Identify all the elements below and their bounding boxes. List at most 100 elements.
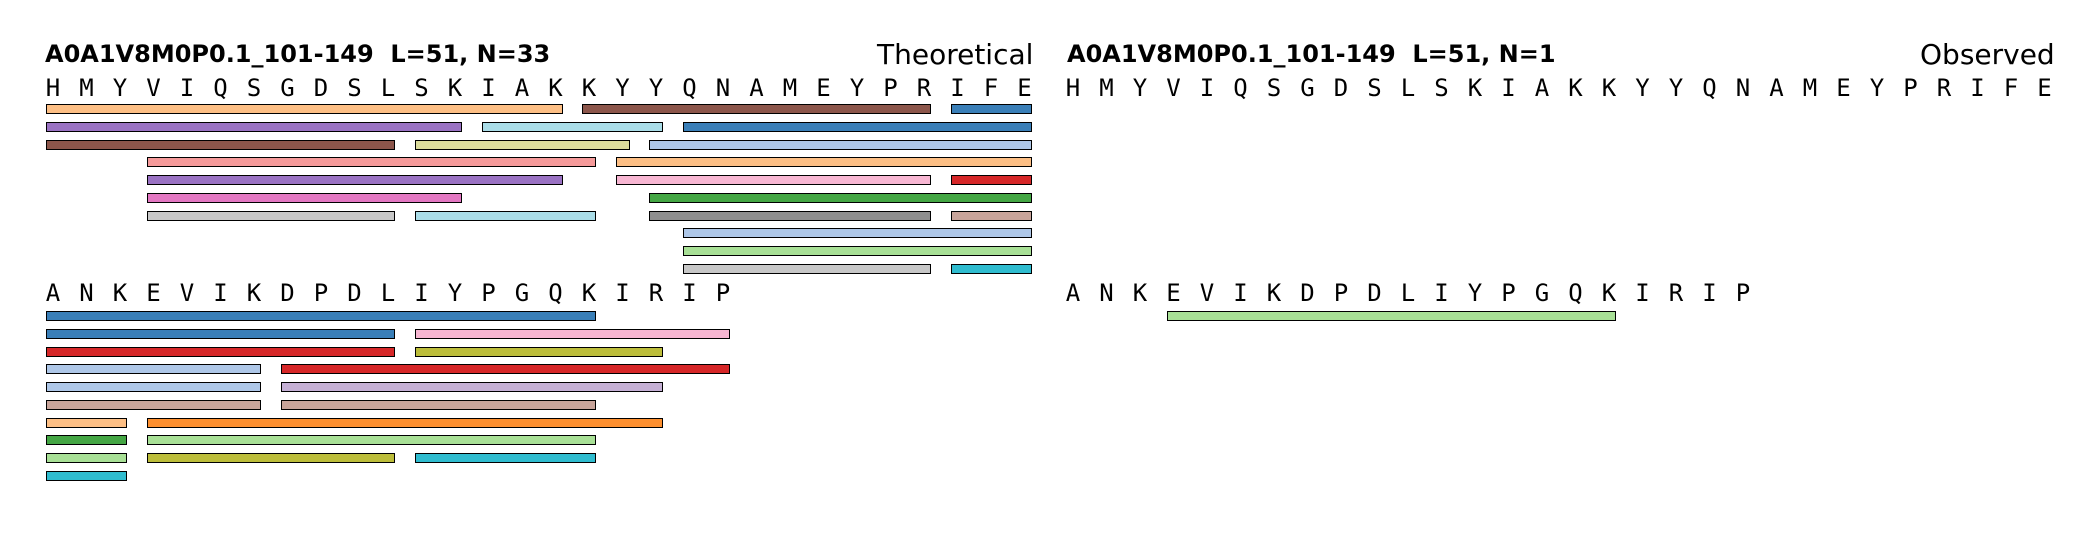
residue-theoretical-r1-5: I: [213, 279, 228, 307]
residue-observed-r0-7: G: [1300, 74, 1315, 102]
residue-observed-r1-19: I: [1702, 279, 1717, 307]
residue-observed-r0-14: A: [1534, 74, 1550, 102]
residue-theoretical-r1-16: K: [581, 279, 597, 307]
peptide-bar-theoretical-r0-15: [649, 192, 1032, 203]
peptide-bar-theoretical-r1-4: [414, 346, 663, 357]
residue-theoretical-r0-9: S: [347, 74, 362, 102]
peptide-bar-theoretical-r0-6: [46, 139, 395, 150]
residue-observed-r0-15: K: [1568, 74, 1583, 102]
residue-theoretical-r0-24: Y: [849, 74, 865, 102]
residue-observed-r1-1: N: [1099, 279, 1114, 307]
residue-observed-r0-5: Q: [1233, 74, 1248, 102]
residue-theoretical-r1-18: R: [648, 279, 664, 307]
residue-theoretical-r0-0: H: [45, 74, 61, 102]
residue-theoretical-r0-23: E: [816, 74, 831, 102]
residue-theoretical-r1-7: D: [280, 279, 295, 307]
residue-observed-r0-23: E: [1836, 74, 1851, 102]
peptide-bar-theoretical-r0-16: [146, 210, 395, 221]
residue-observed-r0-10: L: [1400, 74, 1416, 102]
residue-observed-r0-28: F: [2003, 74, 2019, 102]
peptide-bar-theoretical-r0-9: [146, 157, 596, 168]
residue-theoretical-r1-14: G: [514, 279, 530, 307]
residue-observed-r1-17: I: [1635, 279, 1650, 307]
residue-theoretical-r1-1: N: [79, 279, 94, 307]
residue-theoretical-r1-3: E: [146, 279, 161, 307]
peptide-bar-theoretical-r0-4: [481, 121, 663, 132]
peptide-bar-theoretical-r0-17: [414, 210, 596, 221]
residue-theoretical-r1-10: L: [380, 279, 396, 307]
residue-observed-r1-0: A: [1065, 279, 1081, 307]
residue-theoretical-r1-6: K: [246, 279, 262, 307]
peptide-bar-observed-r1-0: [1166, 311, 1616, 321]
residue-observed-r0-26: R: [1936, 74, 1952, 102]
residue-observed-r1-11: I: [1434, 279, 1449, 307]
residue-observed-r1-18: R: [1668, 279, 1684, 307]
residue-observed-r0-22: M: [1802, 74, 1818, 102]
peptide-bar-theoretical-r0-23: [950, 263, 1032, 274]
residue-observed-r0-13: I: [1501, 74, 1516, 102]
residue-theoretical-r0-18: Y: [648, 74, 664, 102]
residue-theoretical-r0-20: N: [715, 74, 731, 102]
residue-observed-r1-9: D: [1367, 279, 1382, 307]
residue-theoretical-r0-13: I: [481, 74, 496, 102]
peptide-bar-theoretical-r1-7: [46, 382, 261, 392]
residue-theoretical-r1-9: D: [347, 279, 362, 307]
residue-observed-r0-2: Y: [1132, 74, 1148, 102]
peptide-bar-theoretical-r0-21: [682, 246, 1032, 256]
peptide-bar-theoretical-r1-9: [46, 399, 261, 410]
residue-observed-r1-16: K: [1601, 279, 1617, 307]
peptide-bar-theoretical-r0-8: [649, 139, 1032, 150]
residue-theoretical-r0-17: Y: [615, 74, 630, 102]
peptide-bar-theoretical-r1-16: [146, 453, 395, 463]
residue-theoretical-r1-11: I: [414, 279, 429, 307]
residue-theoretical-r0-6: S: [246, 74, 262, 102]
residue-observed-r0-29: E: [2037, 74, 2052, 102]
residue-observed-r0-9: S: [1367, 74, 1382, 102]
residue-observed-r0-11: S: [1434, 74, 1449, 102]
peptide-bar-theoretical-r1-12: [146, 417, 663, 428]
peptide-bar-theoretical-r1-2: [414, 328, 730, 339]
peptide-bar-theoretical-r1-11: [46, 417, 127, 428]
peptide-bar-theoretical-r1-18: [46, 470, 127, 481]
residue-observed-r0-16: K: [1601, 74, 1617, 102]
peptide-bar-theoretical-r1-8: [280, 382, 663, 392]
residue-theoretical-r0-14: A: [514, 74, 530, 102]
peptide-bar-theoretical-r0-20: [682, 228, 1032, 239]
peptide-bar-theoretical-r0-3: [46, 121, 462, 132]
residue-observed-r0-1: M: [1099, 74, 1114, 102]
residue-theoretical-r0-19: Q: [682, 74, 697, 102]
residue-theoretical-r1-17: I: [615, 279, 630, 307]
peptide-bar-theoretical-r0-14: [146, 192, 462, 203]
residue-theoretical-r0-2: Y: [112, 74, 128, 102]
residue-theoretical-r1-2: K: [112, 279, 128, 307]
residue-theoretical-r0-16: K: [581, 74, 597, 102]
residue-observed-r1-12: Y: [1467, 279, 1483, 307]
residue-theoretical-r1-19: I: [682, 279, 697, 307]
residue-theoretical-r0-3: V: [146, 74, 161, 102]
peptide-bar-theoretical-r1-17: [414, 453, 596, 463]
residue-theoretical-r0-27: I: [950, 74, 965, 102]
peptide-bar-theoretical-r1-6: [280, 364, 730, 375]
residue-observed-r0-3: V: [1166, 74, 1181, 102]
residue-theoretical-r0-4: I: [179, 74, 195, 102]
residue-theoretical-r0-21: A: [749, 74, 764, 102]
residue-observed-r0-19: Q: [1702, 74, 1717, 102]
residue-theoretical-r0-12: K: [447, 74, 463, 102]
residue-theoretical-r0-7: G: [280, 74, 295, 102]
peptide-bar-theoretical-r1-0: [46, 311, 596, 321]
residue-observed-r0-25: P: [1903, 74, 1918, 102]
peptide-bar-theoretical-r0-2: [950, 104, 1032, 114]
residue-observed-r1-7: D: [1300, 279, 1315, 307]
peptide-bar-theoretical-r1-3: [46, 346, 395, 357]
residue-theoretical-r1-4: V: [179, 279, 195, 307]
residue-theoretical-r0-8: D: [313, 74, 329, 102]
residue-theoretical-r0-29: E: [1017, 74, 1032, 102]
residue-observed-r1-5: I: [1233, 279, 1248, 307]
residue-observed-r0-6: S: [1266, 74, 1282, 102]
residue-observed-r1-13: P: [1501, 279, 1516, 307]
theoretical-panel-title: A0A1V8M0P0.1_101-149 L=51, N=33: [45, 40, 551, 68]
residue-theoretical-r1-8: P: [313, 279, 329, 307]
residue-observed-r1-6: K: [1266, 279, 1282, 307]
residue-observed-r1-20: P: [1735, 279, 1751, 307]
